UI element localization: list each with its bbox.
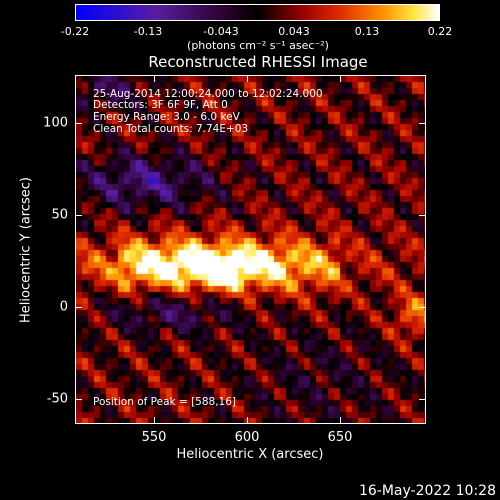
overlay-time-range: 25-Aug-2014 12:00:24.000 to 12:02:24.000 — [93, 88, 323, 100]
heatmap-image — [76, 76, 425, 423]
colorbar-tick: -0.043 — [203, 25, 239, 38]
y-tick-mark — [419, 399, 426, 400]
y-tick-mark — [75, 399, 82, 400]
x-axis-label: Heliocentric X (arcsec) — [176, 447, 324, 462]
image-plot-area: 25-Aug-2014 12:00:24.000 to 12:02:24.000… — [75, 75, 426, 424]
colorbar-tick: 0.22 — [427, 25, 453, 38]
colorbar-tick: -0.22 — [60, 25, 90, 38]
x-tick-label: 650 — [327, 430, 353, 445]
overlay-detectors: Detectors: 3F 6F 9F, Att 0 — [93, 99, 228, 111]
colorbar-gradient — [76, 5, 439, 20]
overlay-peak-position: Position of Peak = [588,16] — [93, 396, 237, 408]
y-tick-mark — [75, 307, 82, 308]
timestamp: 16-May-2022 10:28 — [358, 483, 496, 499]
colorbar-tick: -0.13 — [133, 25, 163, 38]
overlay-energy-range: Energy Range: 3.0 - 6.0 keV — [93, 111, 240, 123]
x-tick-label: 600 — [234, 430, 260, 445]
x-tick-mark — [154, 75, 155, 82]
y-tick-mark — [419, 215, 426, 216]
y-tick-mark — [419, 307, 426, 308]
colorbar — [75, 4, 440, 21]
y-tick-mark — [419, 123, 426, 124]
y-tick-label: 50 — [51, 207, 68, 223]
x-tick-label: 550 — [141, 430, 167, 445]
x-tick-mark — [154, 417, 155, 424]
colorbar-unit: (photons cm⁻² s⁻¹ asec⁻²) — [187, 39, 329, 52]
y-tick-mark — [75, 123, 82, 124]
x-tick-mark — [247, 75, 248, 82]
colorbar-tick: 0.13 — [354, 25, 380, 38]
colorbar-tick: 0.043 — [278, 25, 310, 38]
y-tick-label: 0 — [59, 299, 68, 315]
y-tick-label: -50 — [46, 391, 68, 407]
x-tick-mark — [247, 417, 248, 424]
x-tick-mark — [340, 417, 341, 424]
overlay-counts: Clean Total counts: 7.74E+03 — [93, 123, 249, 135]
x-tick-mark — [340, 75, 341, 82]
chart-title: Reconstructed RHESSI Image — [148, 53, 368, 71]
y-tick-label: 100 — [43, 115, 68, 131]
y-tick-mark — [75, 215, 82, 216]
y-axis-label: Heliocentric Y (arcsec) — [18, 177, 34, 323]
